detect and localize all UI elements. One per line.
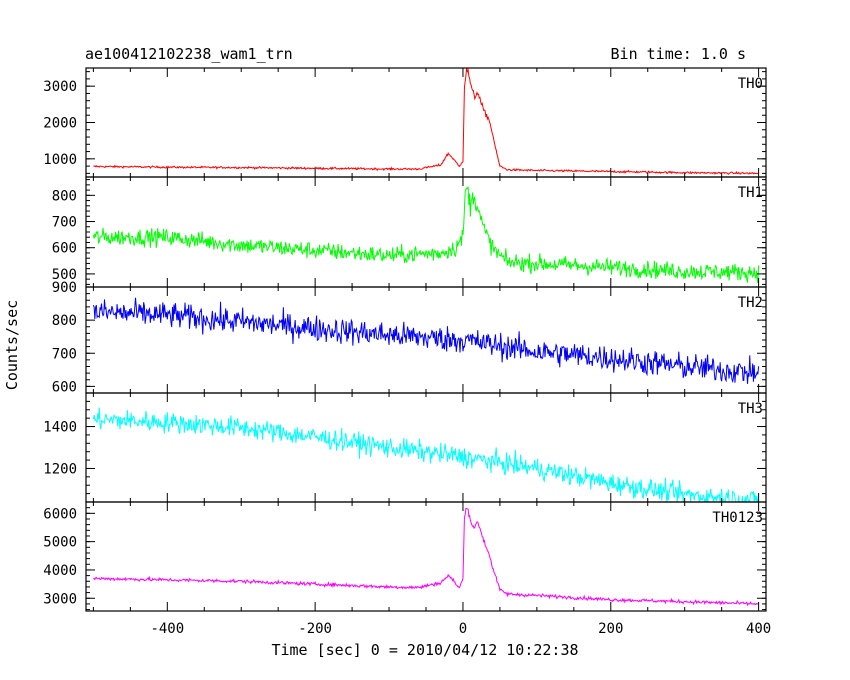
y-tick-label: 3000 [43,79,77,95]
series-line-th2 [92,297,760,384]
y-tick-label: 600 [52,241,77,257]
panel-frame-th3 [85,392,767,503]
y-tick-label: 3000 [43,591,77,607]
y-axis-label: Counts/sec [3,300,21,390]
x-tick-label: 400 [746,621,771,637]
panel-label-th2: TH2 [738,295,763,311]
panel-label-th3: TH3 [738,401,763,417]
y-tick-label: 5000 [43,535,77,551]
y-tick-label: 800 [52,188,77,204]
x-tick-label: -400 [150,621,184,637]
series-line-th0123 [93,507,760,607]
y-tick-label: 600 [52,379,77,395]
y-tick-label: 1000 [43,152,77,168]
series-line-th3 [92,407,759,502]
y-tick-label: 700 [52,346,77,362]
chart-title: ae100412102238_wam1_trn [85,45,293,63]
panel-label-th0123: TH0123 [712,510,763,526]
y-tick-label: 6000 [43,506,77,522]
y-tick-label: 1400 [43,420,77,436]
y-tick-label: 1200 [43,461,77,477]
series-line-th0 [93,68,759,176]
y-tick-label: 800 [52,313,77,329]
x-tick-label: 200 [598,621,623,637]
y-tick-label: 700 [52,215,77,231]
y-tick-label: 4000 [43,563,77,579]
bin-time-label: Bin time: 1.0 s [611,45,746,63]
panels-group: TH0100020003000TH1500600700800TH26007008… [43,67,771,637]
panel-frame-th0123 [85,501,767,612]
panel-label-th0: TH0 [738,76,763,92]
x-tick-label: 0 [459,621,467,637]
series-line-th1 [92,186,760,284]
x-tick-label: -200 [298,621,332,637]
panel-label-th1: TH1 [738,185,763,201]
y-tick-label: 900 [52,280,77,296]
y-tick-label: 2000 [43,116,77,132]
panel-frame-th0 [85,67,767,178]
x-axis-label: Time [sec] 0 = 2010/04/12 10:22:38 [271,641,578,659]
y-tick-label: 500 [52,267,77,283]
